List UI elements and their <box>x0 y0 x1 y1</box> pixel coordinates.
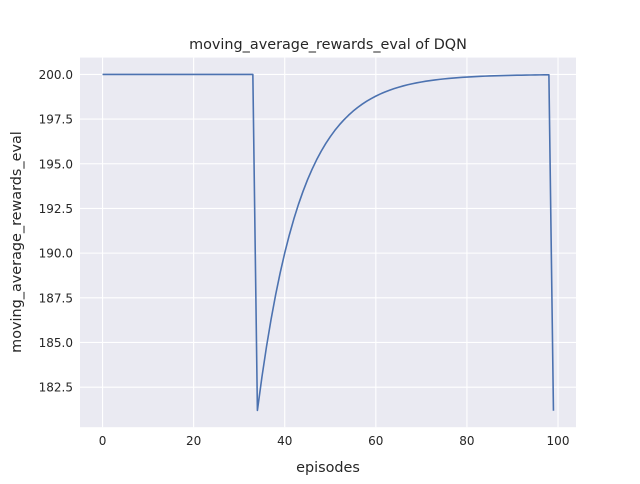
x-tick-label: 40 <box>277 434 292 448</box>
x-tick-label: 100 <box>547 434 570 448</box>
y-tick-label: 200.0 <box>39 68 73 82</box>
y-tick-label: 182.5 <box>39 381 73 395</box>
x-tick-label: 0 <box>99 434 107 448</box>
y-axis-label: moving_average_rewards_eval <box>9 131 25 353</box>
grid <box>80 57 576 428</box>
y-tick-label: 192.5 <box>39 202 73 216</box>
y-tick-label: 195.0 <box>39 157 73 171</box>
series-line <box>102 73 555 412</box>
x-axis-label: episodes <box>296 460 360 476</box>
plot-area <box>80 57 576 428</box>
chart-title: moving_average_rewards_eval of DQN <box>189 37 467 53</box>
x-tick-label: 60 <box>368 434 383 448</box>
y-tick-label: 190.0 <box>39 247 73 261</box>
x-tick-label: 80 <box>459 434 474 448</box>
y-tick-label: 185.0 <box>39 336 73 350</box>
y-tick-label: 197.5 <box>39 113 73 127</box>
tick-labels: 0 20 40 60 80 100 182.5 185.0 187.5 190.0 192.5 195… <box>39 68 570 448</box>
x-tick-label: 20 <box>186 434 201 448</box>
series-lines <box>102 73 555 412</box>
y-tick-label: 187.5 <box>39 291 73 305</box>
